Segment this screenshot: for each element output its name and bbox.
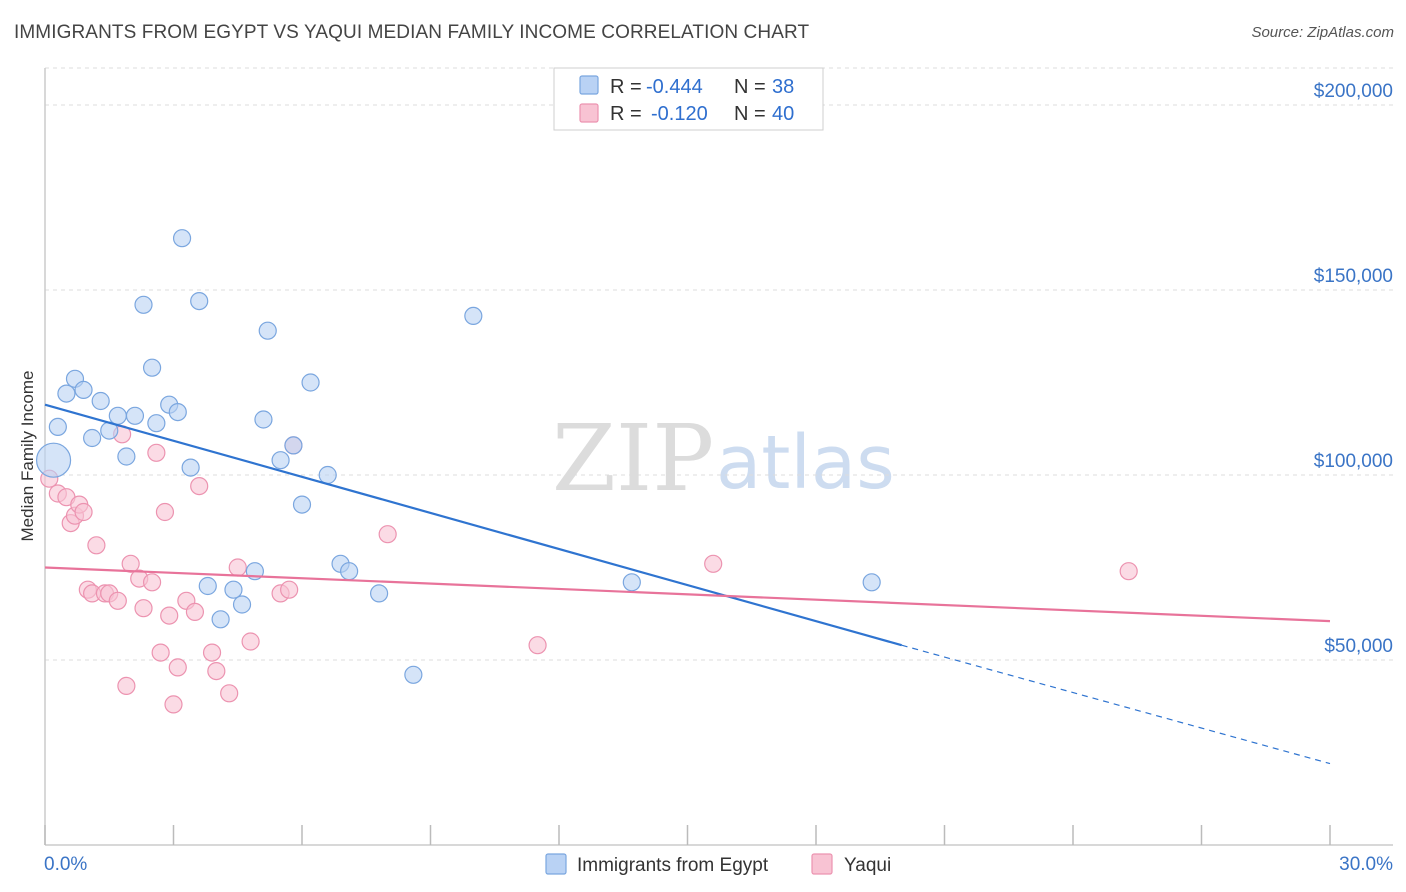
yaqui-points: [40, 425, 1138, 714]
yaqui-point: [528, 636, 547, 655]
legend-r-label-egypt: R =: [610, 76, 642, 98]
yaqui-point: [155, 502, 175, 522]
watermark-zip: ZIP: [552, 405, 714, 512]
yaqui-point: [190, 477, 209, 496]
egypt-point: [142, 358, 162, 377]
egypt-point: [91, 391, 110, 411]
egypt-point: [464, 306, 483, 325]
egypt-point: [232, 595, 252, 614]
y-tick-labels: $50,000 $100,000 $150,000 $200,000: [1314, 81, 1393, 657]
yaqui-point: [117, 676, 136, 696]
y-tick-label: $100,000: [1314, 451, 1393, 472]
y-tick-label: $200,000: [1314, 81, 1393, 102]
egypt-point: [172, 229, 192, 248]
y-axis-label: Median Family Income: [18, 370, 37, 541]
egypt-point: [284, 436, 303, 455]
egypt-point: [622, 573, 641, 592]
egypt-point: [168, 403, 187, 422]
legend-n-value-egypt: 38: [772, 76, 794, 98]
legend-r-value-yaqui: -0.120: [651, 103, 708, 125]
x-tick-label-min: 0.0%: [44, 854, 87, 875]
egypt-point: [83, 428, 102, 448]
egypt-point: [258, 321, 277, 340]
yaqui-point: [280, 580, 299, 599]
yaqui-point: [704, 554, 723, 573]
yaqui-point: [87, 536, 106, 555]
legend-box: [553, 67, 824, 131]
x-ticks: [44, 825, 1331, 845]
yaqui-point: [151, 643, 170, 662]
egypt-point: [271, 451, 290, 470]
egypt-points: [35, 229, 881, 684]
egypt-point: [198, 576, 217, 596]
egypt-point: [117, 447, 136, 466]
yaqui-point: [220, 684, 239, 703]
series-legend: Immigrants from Egypt Yaqui: [545, 853, 891, 876]
egypt-point: [862, 573, 881, 592]
legend-n-value-yaqui: 40: [772, 103, 794, 125]
egypt-trend-line: [44, 403, 902, 647]
yaqui-point: [134, 599, 153, 618]
egypt-point: [211, 610, 230, 629]
egypt-point: [404, 665, 423, 684]
yaqui-point: [1119, 562, 1138, 581]
egypt-point: [181, 458, 200, 477]
bottom-legend-swatch-yaqui: [811, 853, 833, 875]
egypt-point: [340, 562, 359, 581]
bottom-legend-label-yaqui: Yaqui: [844, 855, 891, 876]
y-tick-label: $50,000: [1324, 636, 1393, 657]
yaqui-point: [241, 632, 260, 651]
source-label: Source: ZipAtlas.com: [1251, 24, 1394, 41]
egypt-point: [125, 406, 145, 425]
yaqui-point: [160, 606, 179, 625]
legend-r-value-egypt: -0.444: [646, 76, 703, 98]
yaqui-point: [108, 591, 127, 610]
yaqui-point: [207, 661, 226, 681]
egypt-point: [108, 406, 127, 425]
legend-n-label-egypt: N =: [734, 76, 766, 98]
yaqui-point: [147, 443, 166, 462]
yaqui-point: [228, 558, 247, 577]
bottom-legend-swatch-egypt: [545, 853, 567, 875]
x-tick-label-max: 30.0%: [1339, 854, 1393, 875]
yaqui-point: [142, 573, 162, 592]
egypt-point: [134, 295, 153, 314]
trend-lines: [44, 403, 1331, 765]
yaqui-point: [74, 502, 93, 522]
egypt-point: [301, 373, 320, 392]
yaqui-trend-line: [44, 566, 1331, 623]
chart-title: IMMIGRANTS FROM EGYPT VS YAQUI MEDIAN FA…: [14, 22, 810, 43]
egypt-point: [224, 580, 243, 599]
yaqui-point: [168, 658, 187, 677]
y-tick-label: $150,000: [1314, 266, 1393, 287]
legend-swatch-egypt: [579, 75, 599, 95]
egypt-trend-line-extrapolated: [901, 644, 1331, 765]
egypt-point: [190, 292, 209, 311]
legend-n-label-yaqui: N =: [734, 103, 766, 125]
egypt-point: [318, 465, 337, 485]
legend-swatch-yaqui: [579, 103, 599, 123]
correlation-legend: R = -0.444 N = 38 R = -0.120 N = 40: [553, 67, 824, 131]
egypt-point: [292, 495, 312, 514]
egypt-point: [254, 410, 273, 429]
yaqui-point: [121, 554, 140, 573]
yaqui-point: [202, 643, 222, 662]
yaqui-point: [185, 602, 205, 622]
egypt-point: [35, 442, 72, 478]
egypt-point: [57, 384, 76, 403]
yaqui-point: [164, 695, 183, 714]
yaqui-point: [378, 525, 397, 544]
legend-r-label-yaqui: R =: [610, 103, 642, 125]
egypt-point: [74, 380, 93, 399]
egypt-point: [147, 414, 166, 433]
watermark-atlas: atlas: [716, 420, 895, 506]
egypt-point: [370, 584, 389, 603]
bottom-legend-label-egypt: Immigrants from Egypt: [577, 855, 769, 876]
egypt-point: [48, 417, 67, 436]
